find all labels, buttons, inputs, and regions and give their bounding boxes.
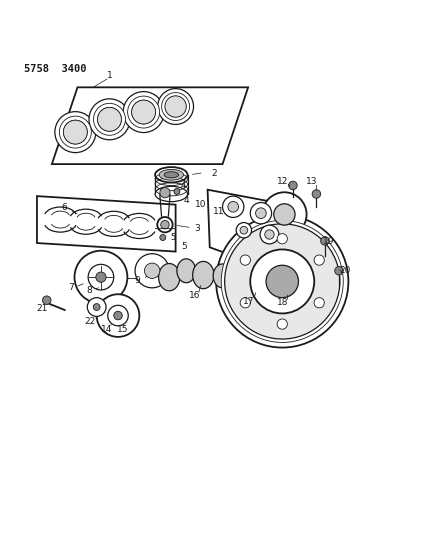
Ellipse shape [155,167,187,182]
Ellipse shape [262,192,306,237]
Text: 14: 14 [101,325,112,334]
Text: 4: 4 [184,196,189,205]
Ellipse shape [96,272,106,282]
Text: 18: 18 [277,298,289,307]
Text: 11: 11 [213,207,224,215]
Text: 15: 15 [116,325,128,334]
Text: 10: 10 [195,200,206,209]
Text: 21: 21 [37,304,48,313]
Text: 5: 5 [170,233,176,242]
Text: 12: 12 [277,176,289,185]
Ellipse shape [314,255,324,265]
Ellipse shape [228,201,238,212]
Ellipse shape [314,297,324,308]
Text: 2: 2 [211,169,217,178]
Ellipse shape [63,120,87,144]
Ellipse shape [108,305,128,326]
Ellipse shape [145,263,160,278]
Ellipse shape [213,264,232,288]
Ellipse shape [312,190,321,198]
Ellipse shape [240,255,250,265]
Ellipse shape [165,96,186,117]
Ellipse shape [132,100,155,124]
Ellipse shape [98,108,122,131]
Text: 1: 1 [107,71,113,80]
Text: 9: 9 [134,276,140,285]
Ellipse shape [63,120,87,144]
Ellipse shape [160,235,166,240]
Ellipse shape [88,264,114,290]
Ellipse shape [161,221,169,229]
Ellipse shape [158,263,180,291]
Ellipse shape [277,319,287,329]
Ellipse shape [93,103,125,135]
Ellipse shape [158,88,193,124]
Ellipse shape [165,96,186,117]
Ellipse shape [229,265,250,293]
Ellipse shape [321,237,329,245]
Polygon shape [52,87,248,164]
Text: 5: 5 [181,241,187,251]
Ellipse shape [132,100,155,124]
Ellipse shape [265,230,274,239]
Text: 19: 19 [324,237,335,246]
Ellipse shape [87,297,106,317]
Ellipse shape [240,297,250,308]
Ellipse shape [221,221,343,342]
Text: 16: 16 [189,291,201,300]
Ellipse shape [97,294,140,337]
Ellipse shape [250,249,314,313]
Ellipse shape [93,304,100,310]
Ellipse shape [250,203,272,224]
Ellipse shape [155,187,187,201]
Ellipse shape [240,227,248,234]
Ellipse shape [160,188,170,198]
Ellipse shape [42,296,51,304]
Ellipse shape [335,266,343,275]
Ellipse shape [55,111,96,152]
Ellipse shape [225,224,340,339]
Text: 3: 3 [194,224,200,232]
Ellipse shape [162,93,190,120]
Ellipse shape [174,189,180,195]
Ellipse shape [288,181,297,190]
Polygon shape [208,190,291,256]
Text: 20: 20 [340,266,351,275]
Text: 4: 4 [180,181,186,190]
Ellipse shape [98,107,122,131]
Ellipse shape [223,196,244,217]
Text: 13: 13 [306,176,318,185]
Ellipse shape [159,169,184,180]
Ellipse shape [260,225,279,244]
Ellipse shape [266,265,298,297]
Ellipse shape [256,208,266,219]
Text: 22: 22 [85,317,96,326]
Ellipse shape [114,311,122,320]
Ellipse shape [123,92,164,133]
Ellipse shape [193,261,214,289]
Text: 5758  3400: 5758 3400 [24,64,86,74]
Polygon shape [37,196,175,252]
Text: 7: 7 [68,284,74,292]
Ellipse shape [164,172,178,178]
Ellipse shape [277,233,287,244]
Ellipse shape [274,204,295,225]
Text: 6: 6 [62,203,68,212]
Ellipse shape [135,254,169,288]
Text: 17: 17 [243,297,255,306]
Ellipse shape [128,96,160,128]
Ellipse shape [236,223,252,238]
Ellipse shape [59,116,91,148]
Ellipse shape [216,215,348,348]
Ellipse shape [74,251,128,304]
Ellipse shape [177,259,196,282]
Ellipse shape [89,99,130,140]
Text: 8: 8 [86,286,92,295]
Ellipse shape [157,217,172,232]
